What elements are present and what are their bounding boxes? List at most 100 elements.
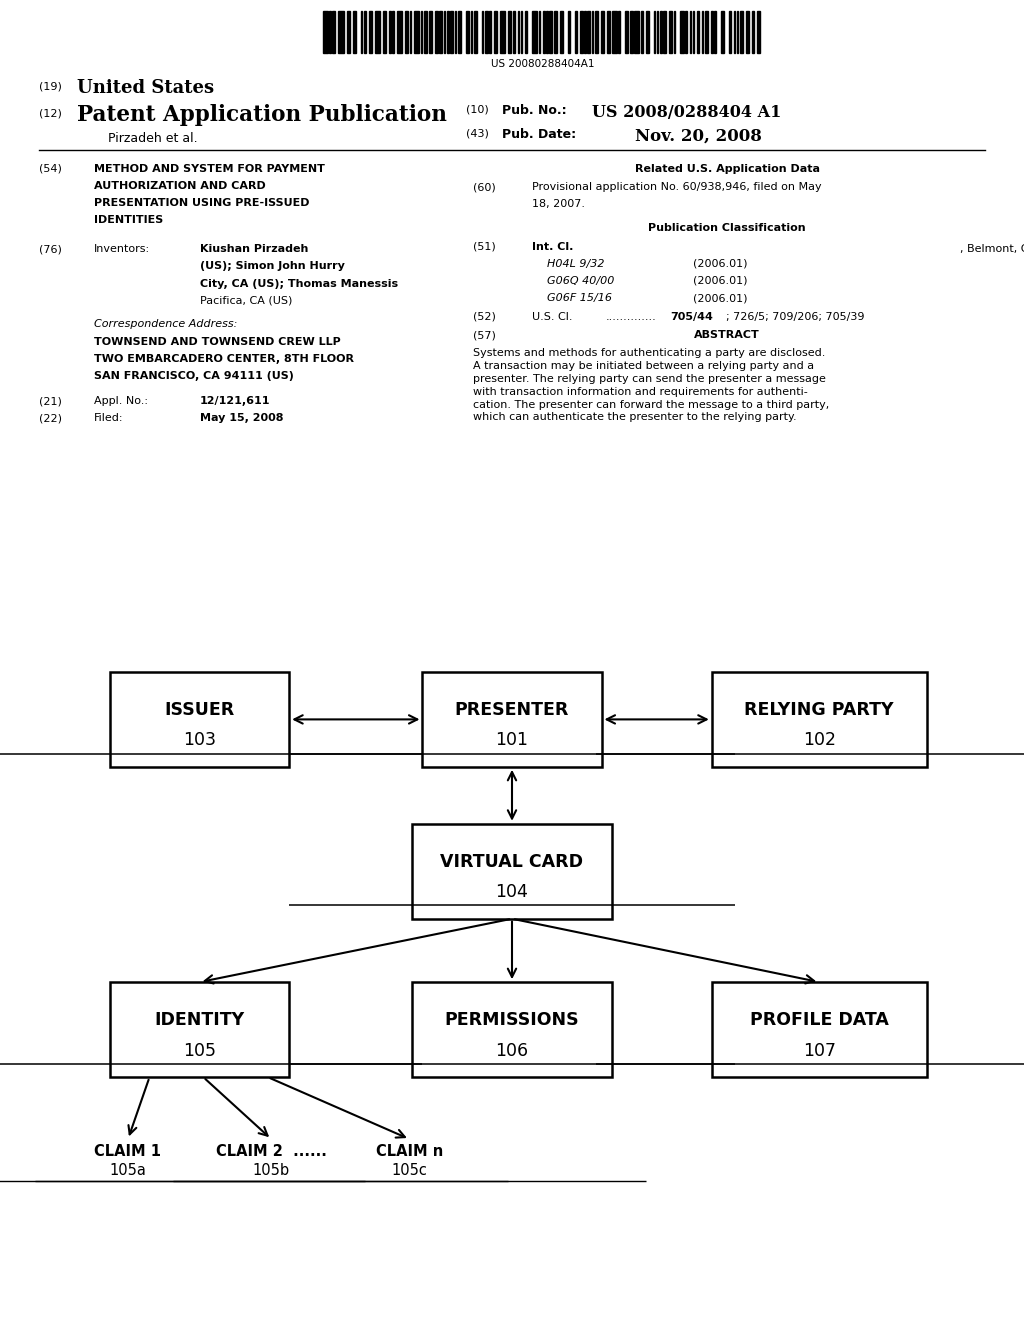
Bar xyxy=(383,11,386,53)
Bar xyxy=(375,11,380,53)
Text: Filed:: Filed: xyxy=(94,413,124,424)
Bar xyxy=(554,11,557,53)
Text: (2006.01): (2006.01) xyxy=(693,259,748,269)
Bar xyxy=(424,11,427,53)
Bar xyxy=(674,11,675,53)
Text: (19): (19) xyxy=(39,82,61,92)
Bar xyxy=(712,982,927,1077)
Text: PERMISSIONS: PERMISSIONS xyxy=(444,1011,580,1030)
Bar xyxy=(580,11,583,53)
Bar xyxy=(560,11,563,53)
Bar xyxy=(346,11,350,53)
Bar xyxy=(361,11,362,53)
Bar xyxy=(330,11,331,53)
Bar xyxy=(338,11,344,53)
Bar xyxy=(406,11,409,53)
Bar xyxy=(447,11,449,53)
Bar xyxy=(692,11,694,53)
Text: May 15, 2008: May 15, 2008 xyxy=(200,413,284,424)
Bar xyxy=(323,11,763,53)
Bar xyxy=(489,11,492,53)
Text: United States: United States xyxy=(77,79,214,98)
Text: Appl. No.:: Appl. No.: xyxy=(94,396,148,407)
Bar xyxy=(532,11,537,53)
Bar xyxy=(111,982,289,1077)
Bar xyxy=(365,11,366,53)
Text: (43): (43) xyxy=(466,128,488,139)
Bar xyxy=(501,11,506,53)
Text: 105: 105 xyxy=(183,1041,216,1060)
Bar xyxy=(714,11,716,53)
Text: PROFILE DATA: PROFILE DATA xyxy=(750,1011,889,1030)
Text: Kiushan Pirzadeh: Kiushan Pirzadeh xyxy=(200,244,308,255)
Text: Pirzadeh et al.: Pirzadeh et al. xyxy=(108,132,198,145)
Bar xyxy=(323,11,328,53)
Bar xyxy=(630,11,633,53)
Bar xyxy=(685,11,686,53)
Bar xyxy=(645,11,648,53)
Bar xyxy=(422,672,601,767)
Text: H04L 9/32: H04L 9/32 xyxy=(547,259,604,269)
Bar xyxy=(521,11,522,53)
Text: City, CA (US); Thomas Manessis: City, CA (US); Thomas Manessis xyxy=(200,279,397,289)
Bar xyxy=(705,11,708,53)
Bar xyxy=(568,11,569,53)
Bar xyxy=(439,11,442,53)
Bar xyxy=(653,11,655,53)
Text: METHOD AND SYSTEM FOR PAYMENT: METHOD AND SYSTEM FOR PAYMENT xyxy=(94,164,325,174)
Text: US 20080288404A1: US 20080288404A1 xyxy=(490,59,595,70)
Text: Provisional application No. 60/938,946, filed on May: Provisional application No. 60/938,946, … xyxy=(532,182,822,193)
Bar xyxy=(634,11,639,53)
Text: ABSTRACT: ABSTRACT xyxy=(694,330,760,341)
Text: U.S. Cl.: U.S. Cl. xyxy=(532,312,573,322)
Text: 18, 2007.: 18, 2007. xyxy=(532,199,586,210)
Bar xyxy=(641,11,642,53)
Bar xyxy=(546,11,548,53)
Text: , Belmont, CA: , Belmont, CA xyxy=(959,244,1024,255)
Bar xyxy=(745,11,749,53)
Bar xyxy=(711,11,713,53)
Bar xyxy=(574,11,577,53)
Bar xyxy=(663,11,666,53)
Bar xyxy=(332,11,336,53)
Bar xyxy=(701,11,703,53)
Bar xyxy=(352,11,356,53)
Text: 102: 102 xyxy=(803,731,836,750)
Text: (21): (21) xyxy=(39,396,61,407)
Bar xyxy=(435,11,438,53)
Text: SAN FRANCISCO, CA 94111 (US): SAN FRANCISCO, CA 94111 (US) xyxy=(94,371,294,381)
Bar xyxy=(525,11,526,53)
Text: (US); Simon John Hurry: (US); Simon John Hurry xyxy=(200,261,344,272)
Bar xyxy=(412,824,611,919)
Bar xyxy=(482,11,483,53)
Bar xyxy=(495,11,498,53)
Text: (12): (12) xyxy=(39,108,61,119)
Text: (60): (60) xyxy=(473,182,496,193)
Text: 107: 107 xyxy=(803,1041,836,1060)
Text: 103: 103 xyxy=(183,731,216,750)
Text: G06Q 40/00: G06Q 40/00 xyxy=(547,276,614,286)
Bar xyxy=(410,11,412,53)
Text: 106: 106 xyxy=(496,1041,528,1060)
Text: PRESENTER: PRESENTER xyxy=(455,701,569,719)
Text: ISSUER: ISSUER xyxy=(165,701,234,719)
Bar xyxy=(397,11,402,53)
Bar xyxy=(611,11,616,53)
Bar xyxy=(729,11,730,53)
Bar xyxy=(736,11,738,53)
Bar xyxy=(111,672,289,767)
Bar xyxy=(739,11,742,53)
Text: Systems and methods for authenticating a party are disclosed.
A transaction may : Systems and methods for authenticating a… xyxy=(473,348,829,422)
Bar xyxy=(659,11,662,53)
Bar xyxy=(543,11,545,53)
Text: (10): (10) xyxy=(466,104,488,115)
Text: Pacifica, CA (US): Pacifica, CA (US) xyxy=(200,296,292,306)
Bar xyxy=(509,11,512,53)
Bar xyxy=(656,11,658,53)
Bar xyxy=(513,11,515,53)
Text: VIRTUAL CARD: VIRTUAL CARD xyxy=(440,853,584,871)
Text: (52): (52) xyxy=(473,312,496,322)
Bar xyxy=(458,11,461,53)
Bar xyxy=(415,11,420,53)
Bar xyxy=(733,11,735,53)
